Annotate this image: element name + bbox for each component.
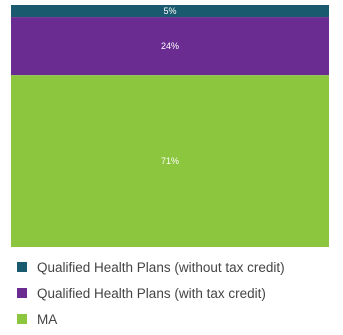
bar-segment-1	[11, 5, 329, 18]
legend-label: MA	[37, 311, 58, 327]
legend-swatch	[17, 262, 27, 272]
legend-item-1: Qualified Health Plans (without tax cred…	[17, 258, 285, 276]
legend-swatch	[17, 314, 27, 324]
bar-segment-3	[11, 75, 329, 248]
bar-segment-2	[11, 17, 329, 76]
data-label-2: 24%	[161, 41, 179, 51]
data-label-3: 71%	[161, 156, 179, 166]
legend-label: Qualified Health Plans (without tax cred…	[37, 259, 285, 275]
data-label-1: 5%	[163, 6, 176, 16]
legend: Qualified Health Plans (without tax cred…	[17, 258, 285, 335]
stacked-bar-chart: 5% 24% 71%	[11, 5, 329, 248]
legend-swatch	[17, 288, 27, 298]
legend-item-3: MA	[17, 310, 285, 328]
legend-item-2: Qualified Health Plans (with tax credit)	[17, 284, 285, 302]
legend-label: Qualified Health Plans (with tax credit)	[37, 285, 266, 301]
